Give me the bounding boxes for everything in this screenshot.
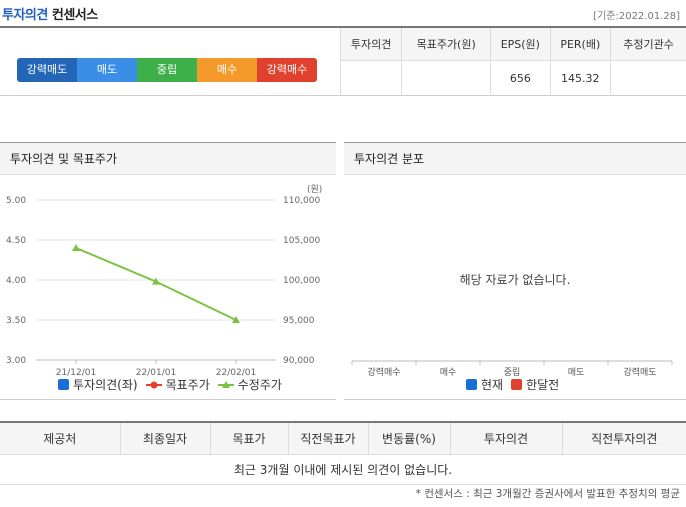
broker-opinion-table: 제공처 최종일자 목표가 직전목표가 변동률(%) 투자의견 직전투자의견 최근… (0, 421, 686, 485)
y-right-tick-label: 100,000 (283, 276, 320, 286)
val-target-price (401, 60, 491, 96)
y-left-tick-label: 3.50 (6, 316, 26, 326)
col-target: 목표가 (209, 421, 288, 455)
title-rest: 컨센서스 (51, 8, 98, 23)
val-eps: 656 (490, 60, 551, 96)
opinion-price-chart: 5.00 110,000 4.50 105,000 4.00 100,000 3.50 95,… (6, 184, 322, 378)
no-data-message: 해당 자료가 없습니다. (459, 273, 571, 287)
y-right-tick-label: 110,000 (283, 196, 320, 206)
col-last-date: 최종일자 (119, 421, 210, 455)
distribution-axis: 강력매수 매수 중립 매도 강력매도 (351, 360, 673, 378)
y-right-tick-label: 105,000 (283, 236, 320, 246)
opinion-sell: 매도 (77, 58, 137, 82)
opinion-buy: 매수 (197, 58, 257, 82)
col-analyst-count: 추정기관수 (610, 28, 686, 61)
y-right-tick-label: 95,000 (283, 316, 315, 326)
col-prev-opinion: 직전투자의견 (561, 421, 686, 455)
legend-label-opinion: 투자의견(좌) (73, 378, 138, 392)
col-target-price: 목표주가(원) (401, 28, 491, 61)
category-label: 매도 (568, 367, 585, 378)
category-label: 매수 (440, 367, 457, 378)
x-tick-label: 22/01/01 (136, 368, 176, 378)
data-point-marker (72, 244, 80, 251)
opinion-strong-buy: 강력매수 (257, 58, 317, 82)
legend-item-target: 목표주가 (145, 376, 210, 393)
y-left-tick-label: 5.00 (6, 196, 26, 206)
data-point-marker (232, 316, 240, 323)
chart-legend-right: 현재 한달전 (466, 376, 567, 393)
legend-label-month-ago: 한달전 (526, 378, 560, 392)
category-label: 강력매수 (367, 366, 400, 378)
consensus-table: 투자의견 목표주가(원) EPS(원) PER(배) 추정기관수 656 145… (339, 28, 686, 96)
col-per: PER(배) (549, 28, 611, 61)
legend-item-adjusted: 수정주가 (217, 376, 282, 393)
y-right-unit-label: (원) (307, 184, 322, 195)
page-title: 투자의견 컨센서스 (2, 4, 98, 23)
legend-item-opinion: 투자의견(좌) (58, 376, 138, 393)
category-label: 중립 (504, 367, 521, 378)
y-left-tick-label: 3.00 (6, 356, 26, 366)
val-analyst-count (610, 60, 686, 96)
data-point-marker (152, 277, 160, 285)
col-opinion: 투자의견 (339, 28, 402, 61)
legend-square-icon (511, 379, 523, 390)
val-per: 145.32 (549, 60, 611, 96)
y-left-tick-label: 4.00 (6, 276, 26, 286)
legend-square-icon (466, 379, 477, 390)
y-right-tick-label: 90,000 (283, 356, 315, 366)
opinion-scale-bar: 강력매도 매도 중립 매수 강력매수 (17, 58, 317, 82)
val-opinion (339, 60, 402, 96)
consensus-summary: 강력매도 매도 중립 매수 강력매수 투자의견 목표주가(원) EPS(원) P… (0, 26, 686, 96)
col-change-rate: 변동률(%) (367, 421, 450, 455)
y-left-tick-label: 4.50 (6, 236, 26, 246)
col-opinion: 투자의견 (449, 421, 562, 455)
x-tick-label: 22/02/01 (216, 368, 256, 378)
legend-item-current: 현재 (466, 376, 503, 393)
page-header: 투자의견 컨센서스 [기준:2022.01.28] (0, 0, 686, 26)
opinion-neutral: 중립 (137, 58, 197, 82)
reference-date: [기준:2022.01.28] (593, 11, 680, 22)
legend-label-current: 현재 (481, 378, 504, 392)
legend-label-adjusted: 수정주가 (237, 378, 282, 392)
opinion-strong-sell: 강력매도 (17, 58, 77, 82)
col-provider: 제공처 (0, 421, 120, 455)
title-highlight: 투자의견 (2, 8, 48, 23)
legend-label-target: 목표주가 (165, 378, 210, 392)
panel-title-left: 투자의견 및 목표주가 (0, 143, 336, 175)
chart-legend-left: 투자의견(좌) 목표주가 수정주가 (58, 376, 290, 393)
opinion-distribution-panel: 투자의견 분포 해당 자료가 없습니다. 강력매수 매수 중립 매도 강력매도 현재 한… (344, 142, 686, 400)
legend-square-icon (58, 379, 69, 390)
col-prev-target: 직전목표가 (287, 421, 368, 455)
x-tick-label: 21/12/01 (56, 368, 96, 378)
opinion-target-price-panel: 투자의견 및 목표주가 5.00 110,000 4.50 105,000 4.00 10… (0, 142, 336, 400)
legend-line-dot-icon (145, 381, 162, 388)
legend-item-month-ago: 한달전 (511, 376, 559, 393)
legend-triangle-icon (217, 380, 234, 388)
col-eps: EPS(원) (490, 28, 551, 61)
panel-title-right: 투자의견 분포 (344, 143, 686, 175)
footnote: * 컨센서스 : 최근 3개월간 증권사에서 발표한 추정치의 평균 (415, 488, 680, 500)
empty-table-message: 최근 3개월 이내에 제시된 의견이 없습니다. (0, 454, 686, 485)
category-label: 강력매도 (623, 366, 656, 378)
